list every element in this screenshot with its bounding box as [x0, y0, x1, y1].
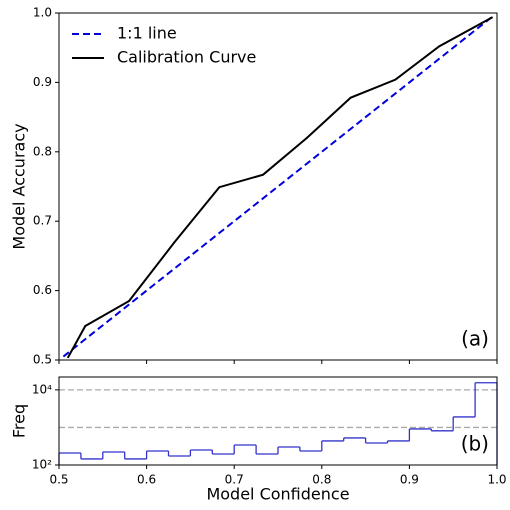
panel-label: (a) — [461, 327, 489, 351]
x-tick-label: 0.5 — [49, 473, 68, 487]
y-tick-label: 0.6 — [33, 283, 52, 297]
series-line — [66, 16, 494, 359]
y-axis-label: Model Accuracy — [10, 123, 29, 249]
x-axis-label: Model Confidence — [206, 485, 349, 504]
axes-frame — [58, 12, 498, 361]
y-tick-label: 10² — [32, 458, 52, 472]
panel-label: (b) — [461, 432, 489, 456]
y-tick-label: 0.8 — [33, 144, 52, 158]
x-tick-label: 0.8 — [312, 473, 331, 487]
x-tick-label: 0.9 — [400, 473, 419, 487]
y-axis-label: Freq — [10, 404, 29, 438]
legend-label: Calibration Curve — [117, 48, 256, 67]
y-tick-label: 0.9 — [33, 75, 52, 89]
y-tick-label: 0.7 — [33, 214, 52, 228]
y-tick-label: 0.5 — [33, 353, 52, 367]
x-tick-label: 1.0 — [487, 473, 506, 487]
series-line — [62, 15, 494, 358]
x-tick-label: 0.6 — [137, 473, 156, 487]
legend-label: 1:1 line — [117, 24, 177, 43]
axes-frame — [58, 376, 498, 466]
x-tick-label: 0.7 — [225, 473, 244, 487]
y-tick-label: 1.0 — [33, 6, 52, 20]
y-tick-label: 10⁴ — [32, 382, 52, 396]
